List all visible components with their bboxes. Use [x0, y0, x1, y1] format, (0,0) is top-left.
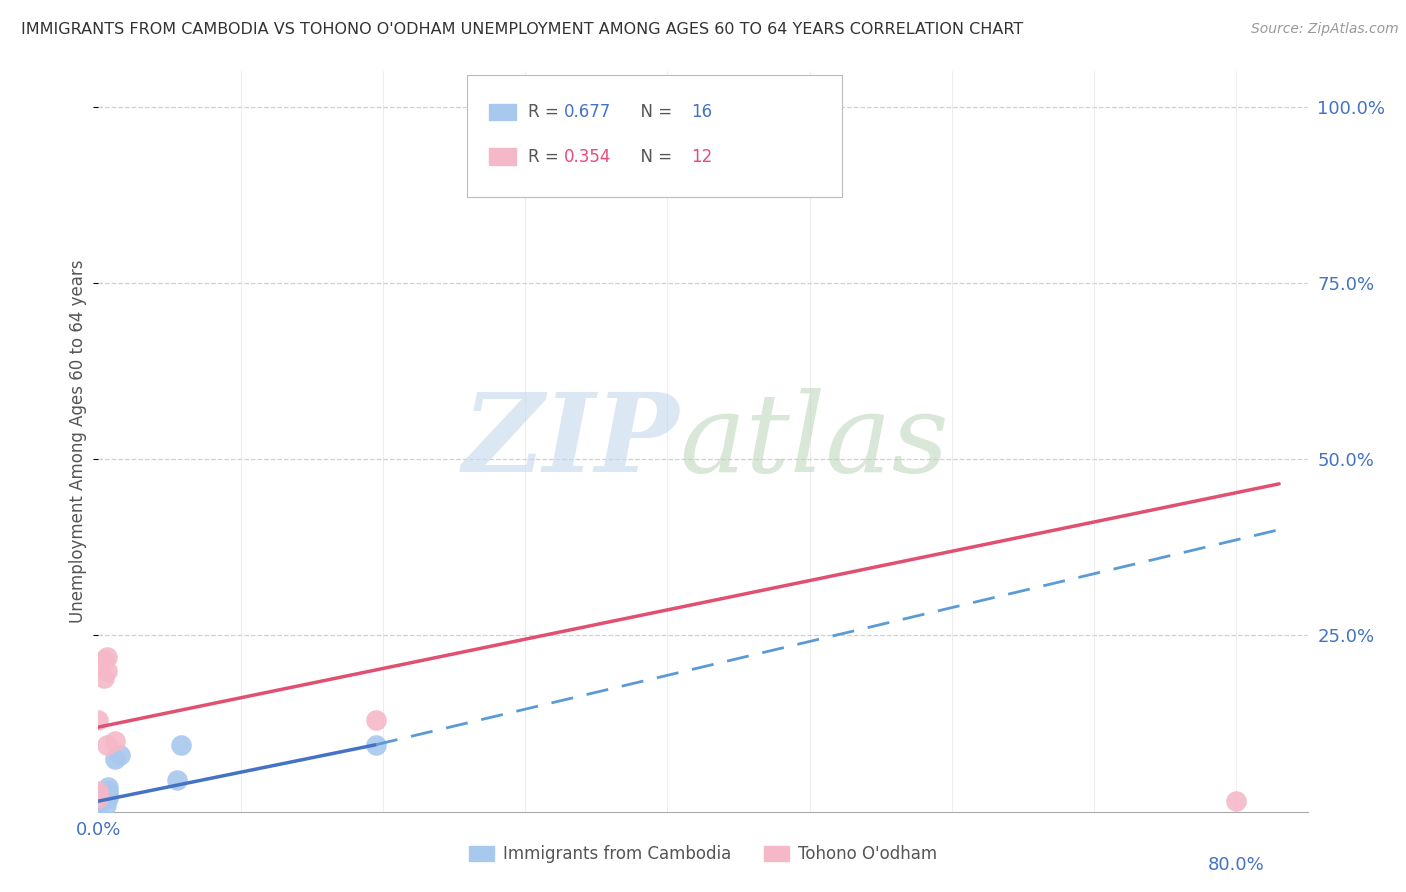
Point	[104, 752, 127, 766]
Point	[96, 738, 118, 752]
Point	[94, 790, 117, 805]
Text: R =: R =	[527, 103, 564, 121]
Point	[364, 738, 387, 752]
Text: N =: N =	[630, 103, 678, 121]
Point	[87, 790, 110, 805]
Point	[97, 783, 120, 797]
Y-axis label: Unemployment Among Ages 60 to 64 years: Unemployment Among Ages 60 to 64 years	[69, 260, 87, 624]
Point	[104, 734, 127, 748]
Point	[87, 783, 110, 797]
Point	[87, 787, 110, 801]
FancyBboxPatch shape	[489, 148, 516, 165]
Point	[364, 713, 387, 727]
Point	[87, 790, 110, 805]
Text: N =: N =	[630, 147, 678, 166]
Text: IMMIGRANTS FROM CAMBODIA VS TOHONO O'ODHAM UNEMPLOYMENT AMONG AGES 60 TO 64 YEAR: IMMIGRANTS FROM CAMBODIA VS TOHONO O'ODH…	[21, 22, 1024, 37]
Text: 16: 16	[690, 103, 711, 121]
Point	[87, 713, 110, 727]
Point	[87, 787, 110, 801]
Text: 80.0%: 80.0%	[1208, 856, 1265, 874]
Text: R =: R =	[527, 147, 564, 166]
FancyBboxPatch shape	[467, 75, 842, 197]
Point	[96, 664, 118, 678]
Point	[97, 787, 120, 801]
Point	[97, 790, 120, 805]
Point	[97, 780, 120, 794]
Point	[87, 797, 110, 812]
Text: ZIP: ZIP	[463, 388, 679, 495]
Point	[93, 653, 115, 667]
Point	[170, 738, 193, 752]
Legend: Immigrants from Cambodia, Tohono O'odham: Immigrants from Cambodia, Tohono O'odham	[463, 838, 943, 870]
FancyBboxPatch shape	[489, 104, 516, 120]
Point	[166, 772, 188, 787]
Text: 12: 12	[690, 147, 713, 166]
Point	[1225, 794, 1247, 808]
Text: atlas: atlas	[679, 388, 949, 495]
Text: Source: ZipAtlas.com: Source: ZipAtlas.com	[1251, 22, 1399, 37]
Text: 0.354: 0.354	[564, 147, 612, 166]
Point	[96, 649, 118, 664]
Point	[93, 671, 115, 685]
Point	[94, 797, 117, 812]
Text: 0.677: 0.677	[564, 103, 612, 121]
Point	[87, 790, 110, 805]
Point	[87, 794, 110, 808]
Point	[108, 748, 131, 763]
